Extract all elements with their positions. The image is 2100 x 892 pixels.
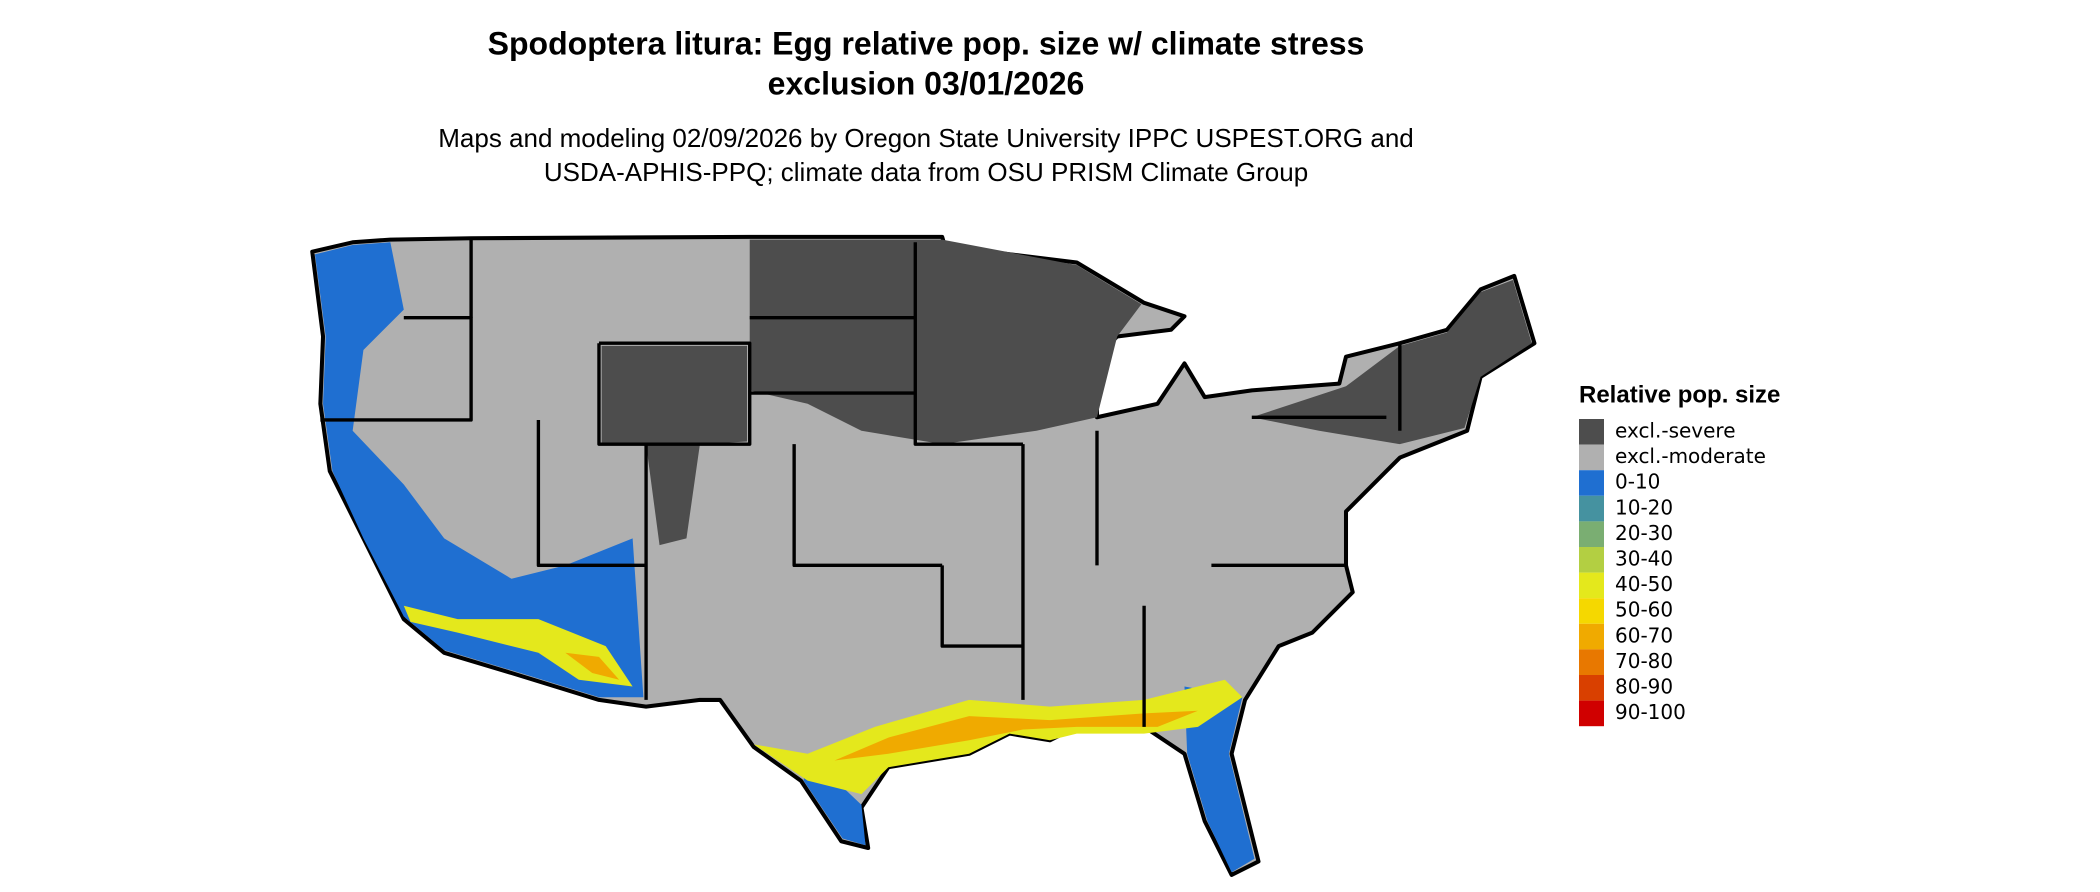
legend-swatch [1579, 649, 1604, 675]
severe-northeast [1251, 279, 1532, 445]
legend-swatch [1579, 598, 1604, 624]
legend-label: excl.-moderate [1615, 444, 1766, 468]
legend-label: 10-20 [1615, 495, 1673, 519]
legend-swatch [1579, 547, 1604, 573]
legend-swatch [1579, 470, 1604, 496]
title-line: Spodoptera litura: Egg relative pop. siz… [488, 25, 1365, 61]
subtitle-line: USDA-APHIS-PPQ; climate data from OSU PR… [544, 157, 1308, 187]
legend-label: 70-80 [1615, 649, 1673, 673]
legend-label: 30-40 [1615, 547, 1673, 571]
subtitle-line: Maps and modeling 02/09/2026 by Oregon S… [438, 123, 1414, 153]
legend-label: 0-10 [1615, 470, 1660, 494]
legend-swatch [1579, 623, 1604, 650]
legend-label: 60-70 [1615, 623, 1673, 647]
legend-label: 40-50 [1615, 572, 1673, 596]
legend: Relative pop. size excl.-severeexcl.-mode… [1579, 381, 1780, 727]
high-socal [565, 652, 620, 680]
legend-swatch [1579, 521, 1604, 547]
low-florida [1184, 686, 1255, 873]
mid-gulf [753, 679, 1243, 795]
legend-swatch [1579, 444, 1604, 471]
legend-label: 20-30 [1615, 521, 1673, 545]
us-map [310, 234, 1537, 877]
legend-label: 50-60 [1615, 598, 1673, 622]
titles: Spodoptera litura: Egg relative pop. siz… [438, 25, 1414, 186]
legend-label: 90-100 [1615, 700, 1686, 724]
legend-label: excl.-severe [1615, 419, 1736, 443]
mid-socal [403, 605, 633, 687]
high-gulf [834, 710, 1198, 761]
legend-swatch [1579, 700, 1604, 727]
legend-swatch [1579, 495, 1604, 522]
state-borders [320, 238, 1402, 727]
legend-swatch [1579, 675, 1604, 701]
legend-label: 80-90 [1615, 675, 1673, 699]
legend-title: Relative pop. size [1579, 381, 1780, 408]
legend-swatch [1579, 419, 1604, 445]
title-line: exclusion 03/01/2026 [768, 65, 1085, 101]
low-west-coast [314, 242, 644, 698]
legend-swatch [1579, 572, 1604, 599]
